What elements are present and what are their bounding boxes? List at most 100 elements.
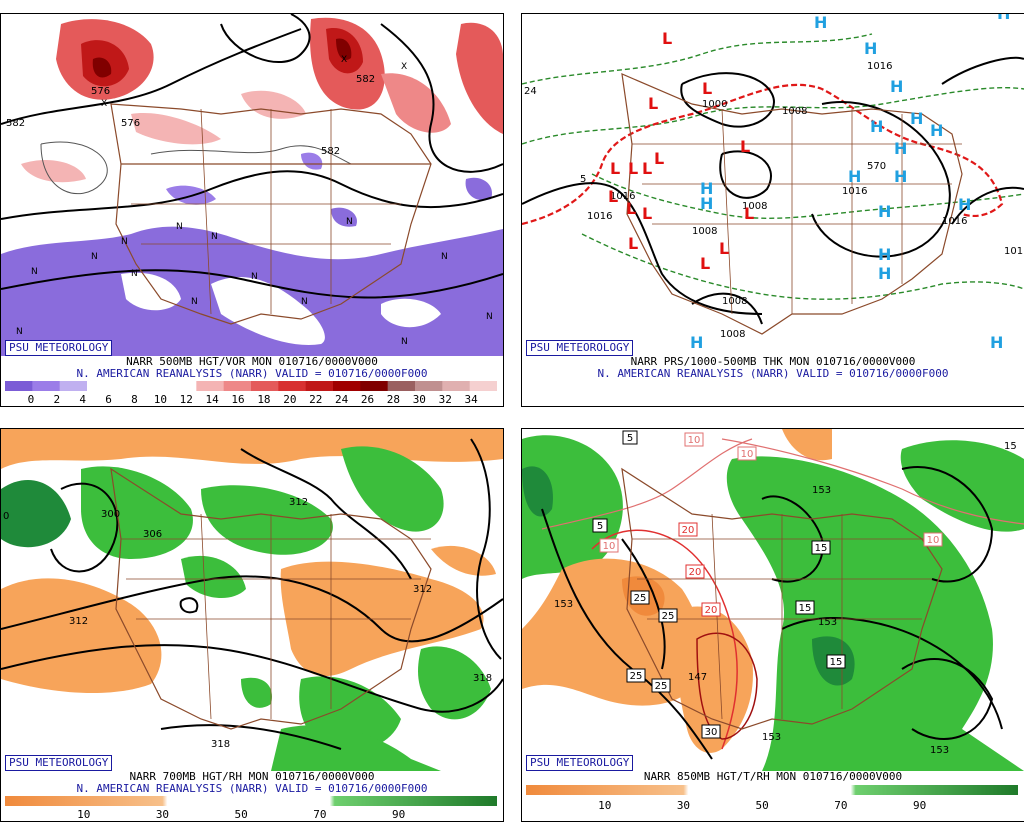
svg-text:147: 147 (688, 672, 707, 683)
svg-text:312: 312 (69, 616, 88, 627)
svg-text:H: H (700, 194, 713, 213)
svg-text:582: 582 (6, 118, 25, 129)
svg-text:H: H (878, 264, 891, 283)
svg-text:1008: 1008 (692, 226, 717, 237)
map-500mb-vorticity: 582 582 576 582 576 N N N N N N N N N N … (1, 14, 503, 356)
svg-text:H: H (690, 333, 703, 352)
svg-text:318: 318 (211, 739, 230, 750)
legend-tick: 8 (131, 393, 138, 406)
svg-text:L: L (700, 254, 710, 273)
svg-text:153: 153 (554, 599, 573, 610)
svg-text:153: 153 (812, 485, 831, 496)
psu-meteorology-badge: PSU METEOROLOGY (526, 340, 634, 356)
legend-tick: 4 (79, 393, 86, 406)
legend-swatch (114, 381, 143, 391)
legend-tick: 12 (179, 393, 193, 406)
legend-tick: 24 (335, 393, 349, 406)
svg-text:1008: 1008 (722, 296, 747, 307)
svg-text:L: L (662, 29, 672, 48)
svg-text:N: N (346, 217, 353, 227)
svg-text:N: N (251, 272, 258, 282)
legend-tick: 0 (27, 393, 35, 406)
map-caption-valid: N. AMERICAN REANALYSIS (NARR) VALID = 01… (597, 367, 949, 380)
rh-color-legend (5, 796, 497, 806)
panel-700mb-rh: 312 300 306 312 312 318 318 0 PSU METEOR… (0, 428, 504, 822)
svg-text:0: 0 (3, 511, 9, 522)
svg-text:X: X (341, 55, 347, 65)
svg-text:L: L (626, 199, 636, 218)
legend-swatch (87, 381, 115, 391)
legend-tick: 6 (105, 393, 112, 406)
legend-tick: 14 (205, 393, 219, 406)
svg-text:25: 25 (655, 681, 668, 692)
map-caption-title: NARR 700MB HGT/RH MON 010716/0000V000 (129, 770, 375, 783)
legend-swatch (442, 381, 471, 391)
rh-color-legend (526, 785, 1018, 795)
svg-text:1008: 1008 (742, 201, 767, 212)
svg-text:10: 10 (927, 535, 940, 546)
svg-text:312: 312 (413, 584, 432, 595)
svg-text:L: L (608, 187, 618, 206)
legend-tick: 26 (360, 393, 375, 406)
psu-meteorology-badge: PSU METEOROLOGY (5, 755, 113, 771)
map-700mb-rh: 312 300 306 312 312 318 318 0 (1, 429, 503, 771)
map-850mb-temp-rh: 153 153 153 153 153 147 15 5 5 10 10 10 … (522, 429, 1024, 771)
svg-text:N: N (31, 267, 38, 277)
legend-swatch (333, 381, 361, 391)
moist-area (726, 456, 1024, 771)
svg-text:N: N (131, 269, 138, 279)
legend-swatch (305, 381, 334, 391)
legend-tick: 32 (438, 393, 452, 406)
svg-text:312: 312 (289, 497, 308, 508)
svg-text:15: 15 (799, 603, 812, 614)
svg-text:H: H (814, 14, 827, 32)
svg-text:H: H (700, 179, 713, 198)
svg-text:N: N (401, 337, 408, 347)
svg-text:N: N (176, 222, 183, 232)
svg-text:20: 20 (705, 605, 718, 616)
svg-text:L: L (642, 159, 652, 178)
thickness-570-line (522, 83, 1004, 226)
svg-text:L: L (642, 204, 652, 223)
legend-tick: 34 (464, 393, 478, 406)
svg-text:10: 10 (741, 449, 754, 460)
map-caption-title: NARR PRS/1000-500MB THK MON 010716/0000V… (630, 355, 916, 368)
panel-850mb-temp-rh: 153 153 153 153 153 147 15 5 5 10 10 10 … (521, 428, 1024, 822)
svg-text:582: 582 (356, 74, 375, 85)
legend-tick: 30 (412, 393, 426, 406)
svg-text:H: H (894, 167, 907, 186)
legend-swatch (387, 381, 416, 391)
svg-text:10: 10 (603, 541, 616, 552)
legend-tick: 20 (283, 393, 297, 406)
svg-text:101: 101 (1004, 246, 1023, 257)
svg-text:H: H (997, 14, 1010, 23)
svg-text:576: 576 (121, 118, 140, 129)
svg-text:L: L (628, 234, 638, 253)
svg-text:L: L (610, 159, 620, 178)
legend-tick: 16 (231, 393, 245, 406)
legend-swatch (32, 381, 61, 391)
svg-text:1016: 1016 (867, 61, 892, 72)
svg-text:30: 30 (705, 727, 718, 738)
legend-swatch (5, 381, 33, 391)
svg-text:1008: 1008 (782, 106, 807, 117)
svg-text:H: H (870, 117, 883, 136)
svg-text:24: 24 (524, 86, 537, 97)
legend-swatch (196, 381, 225, 391)
dry-area (1, 429, 503, 469)
svg-text:300: 300 (101, 509, 120, 520)
map-caption-valid: N. AMERICAN REANALYSIS (NARR) VALID = 01… (76, 782, 428, 795)
legend-swatch (223, 381, 252, 391)
legend-tick: 28 (386, 393, 401, 406)
svg-text:H: H (958, 195, 971, 214)
svg-text:H: H (878, 202, 891, 221)
svg-text:318: 318 (473, 673, 492, 684)
svg-text:306: 306 (143, 529, 162, 540)
svg-text:H: H (894, 139, 907, 158)
svg-text:25: 25 (634, 593, 647, 604)
psu-meteorology-badge: PSU METEOROLOGY (5, 340, 113, 356)
svg-text:N: N (16, 327, 23, 337)
svg-text:N: N (121, 237, 128, 247)
svg-text:H: H (990, 333, 1003, 352)
svg-text:5: 5 (627, 433, 633, 444)
